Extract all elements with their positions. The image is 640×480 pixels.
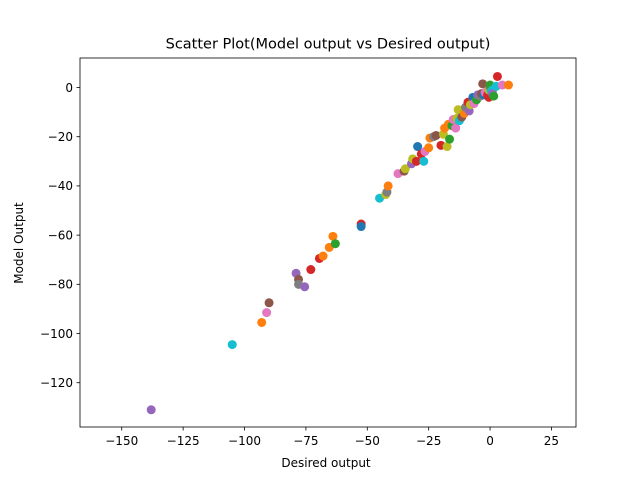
data-point-2 [257,317,267,327]
y-axis-ticks: −120 −100 −80 −60 −40 −20 0 [40,81,80,390]
x-axis-label: Desired output [281,456,371,470]
y-tick-label-2: −80 [48,278,73,292]
x-tick-label-2: −100 [228,434,261,448]
data-point-72 [492,71,502,81]
data-point-70 [489,91,499,101]
plot-area: −150 −125 −100 −75 −50 −25 0 25 −120−100−80−60−… [40,57,577,448]
plot-border [79,57,577,428]
data-point-59 [478,79,488,89]
data-point-0 [146,405,156,415]
y-tick-label-6: 0 [65,81,73,95]
data-point-8 [300,282,310,292]
x-axis-ticks: −150 −125 −100 −75 −50 −25 0 25 [105,427,559,448]
chart-title: Scatter Plot(Model output vs Desired out… [166,37,491,53]
data-point-43 [451,123,461,133]
data-point-20 [383,181,393,191]
data-point-40 [445,134,455,144]
data-point-3 [262,308,272,318]
data-point-29 [419,156,429,166]
x-tick-label-6: 0 [486,434,494,448]
data-point-23 [400,164,410,174]
data-point-16 [356,222,366,232]
x-tick-label-4: −50 [355,434,380,448]
y-tick-label-3: −60 [48,228,73,242]
x-tick-label-1: −125 [167,434,200,448]
data-point-4 [264,298,274,308]
data-point-34 [431,130,441,140]
data-point-74 [503,80,513,90]
data-point-14 [330,239,340,249]
data-point-26 [411,156,421,166]
x-tick-label-7: 25 [544,434,559,448]
data-point-31 [424,143,434,153]
y-axis-label: Model Output [12,202,26,284]
x-tick-label-3: −75 [293,434,318,448]
data-point-38 [442,142,452,152]
data-point-13 [328,231,338,241]
y-tick-label-5: −20 [48,130,73,144]
x-tick-label-5: −25 [416,434,441,448]
data-point-9 [306,265,316,275]
data-point-11 [318,251,328,261]
y-tick-label-1: −100 [40,327,73,341]
plot-frame [80,58,576,427]
data-point-27 [413,142,423,152]
x-tick-label-0: −150 [105,434,138,448]
data-point-1 [227,340,237,350]
y-tick-label-4: −40 [48,179,73,193]
points-layer [146,71,513,415]
y-tick-label-0: −120 [40,376,73,390]
